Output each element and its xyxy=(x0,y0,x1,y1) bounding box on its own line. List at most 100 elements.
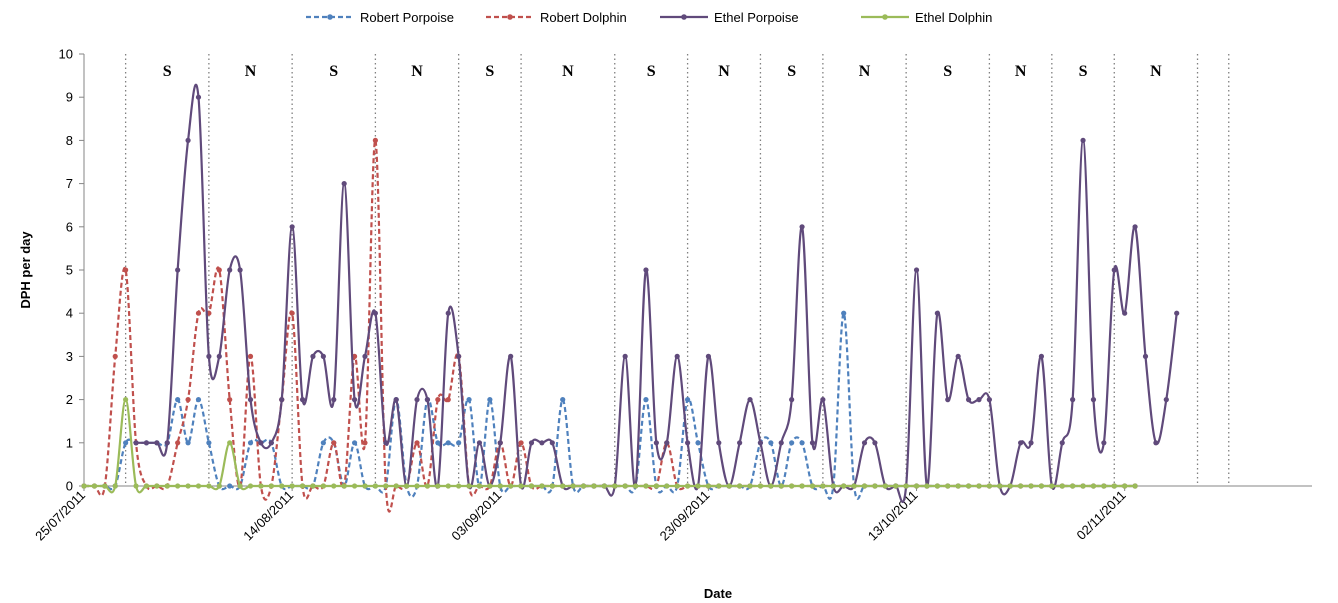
data-point-ethel-dolphin xyxy=(580,483,587,489)
data-point-ethel-dolphin xyxy=(227,440,233,446)
series-line-ethel-porpoise xyxy=(136,83,1178,504)
data-point-robert-dolphin xyxy=(185,397,191,403)
data-point-ethel-porpoise xyxy=(705,353,712,359)
data-point-ethel-dolphin xyxy=(893,483,899,489)
legend-marker-ethel-dolphin xyxy=(882,14,888,20)
data-point-ethel-dolphin xyxy=(872,483,878,489)
data-point-ethel-dolphin xyxy=(549,483,555,489)
data-point-ethel-dolphin xyxy=(913,483,920,489)
data-point-ethel-dolphin xyxy=(112,483,118,489)
data-point-ethel-dolphin xyxy=(310,483,316,489)
data-point-ethel-dolphin xyxy=(830,483,836,489)
series-line-robert-porpoise xyxy=(84,312,1136,500)
data-point-ethel-dolphin xyxy=(258,483,264,489)
data-point-ethel-dolphin xyxy=(695,483,701,489)
data-point-ethel-dolphin xyxy=(1038,483,1045,489)
period-label-n: N xyxy=(718,63,730,80)
data-point-ethel-dolphin xyxy=(81,483,87,489)
data-point-ethel-porpoise xyxy=(299,397,306,403)
data-point-ethel-porpoise xyxy=(1090,397,1097,403)
data-point-ethel-dolphin xyxy=(986,483,992,489)
data-point-ethel-dolphin xyxy=(372,483,378,489)
data-point-ethel-porpoise xyxy=(747,397,753,403)
data-point-ethel-porpoise xyxy=(195,94,202,100)
period-label-n: N xyxy=(1150,63,1162,80)
data-point-ethel-dolphin xyxy=(653,483,659,489)
data-point-ethel-dolphin xyxy=(476,483,483,489)
data-point-ethel-porpoise xyxy=(528,440,535,446)
y-tick-label: 10 xyxy=(59,47,73,62)
data-point-ethel-dolphin xyxy=(102,483,108,489)
data-point-ethel-dolphin xyxy=(518,483,524,489)
data-point-ethel-dolphin xyxy=(674,483,680,489)
data-point-ethel-porpoise xyxy=(664,440,670,446)
data-point-ethel-porpoise xyxy=(1163,397,1169,403)
period-label-n: N xyxy=(562,63,574,80)
period-label-n: N xyxy=(1015,63,1027,80)
data-point-robert-porpoise xyxy=(195,397,202,403)
data-point-ethel-dolphin xyxy=(424,483,431,489)
data-point-robert-dolphin xyxy=(445,397,451,403)
data-point-robert-dolphin xyxy=(518,440,524,446)
data-point-ethel-porpoise xyxy=(341,181,347,187)
data-point-ethel-porpoise xyxy=(1080,137,1086,143)
y-tick-label: 9 xyxy=(66,90,73,105)
data-point-robert-porpoise xyxy=(799,440,805,446)
data-point-robert-porpoise xyxy=(466,397,472,403)
x-tick-label: 02/11/2011 xyxy=(1074,488,1129,543)
data-point-ethel-porpoise xyxy=(237,267,243,273)
series-ethel-dolphin xyxy=(81,397,1138,494)
data-point-ethel-porpoise xyxy=(133,440,139,446)
data-point-ethel-porpoise xyxy=(289,224,295,230)
data-point-ethel-dolphin xyxy=(539,483,545,489)
data-point-ethel-dolphin xyxy=(445,483,451,489)
data-point-ethel-dolphin xyxy=(1028,483,1034,489)
data-point-ethel-dolphin xyxy=(351,483,358,489)
data-point-ethel-porpoise xyxy=(737,440,743,446)
y-tick-label: 0 xyxy=(66,479,73,494)
data-point-robert-porpoise xyxy=(684,397,691,403)
y-tick-label: 4 xyxy=(66,306,73,321)
data-point-ethel-dolphin xyxy=(882,483,888,489)
data-point-robert-porpoise xyxy=(247,440,254,446)
data-point-ethel-dolphin xyxy=(216,483,222,489)
data-point-ethel-dolphin xyxy=(320,483,326,489)
period-label-n: N xyxy=(411,63,423,80)
data-point-ethel-dolphin xyxy=(414,483,420,489)
data-point-robert-dolphin xyxy=(175,440,181,446)
data-point-ethel-dolphin xyxy=(820,483,826,489)
data-point-ethel-dolphin xyxy=(1090,483,1097,489)
data-point-robert-porpoise xyxy=(560,397,566,403)
data-point-robert-porpoise xyxy=(123,440,129,446)
data-point-ethel-dolphin xyxy=(622,483,628,489)
data-point-robert-dolphin xyxy=(247,353,254,359)
data-point-ethel-dolphin xyxy=(268,483,274,489)
data-point-ethel-dolphin xyxy=(279,483,285,489)
data-point-ethel-dolphin xyxy=(154,483,160,489)
data-point-ethel-porpoise xyxy=(185,137,191,143)
data-point-ethel-porpoise xyxy=(1028,440,1034,446)
data-point-ethel-dolphin xyxy=(976,483,982,489)
data-point-ethel-porpoise xyxy=(1132,224,1138,230)
data-point-robert-porpoise xyxy=(206,440,212,446)
data-point-ethel-dolphin xyxy=(528,483,535,489)
data-point-robert-dolphin xyxy=(195,310,202,316)
data-point-ethel-porpoise xyxy=(1070,397,1076,403)
x-tick-label: 23/09/2011 xyxy=(657,488,713,544)
data-point-robert-dolphin xyxy=(227,397,233,403)
data-point-ethel-dolphin xyxy=(903,483,909,489)
data-point-ethel-dolphin xyxy=(1049,483,1055,489)
period-label-s: S xyxy=(647,63,656,80)
legend-marker-robert-porpoise xyxy=(327,14,333,20)
data-point-robert-dolphin xyxy=(112,353,118,359)
y-tick-label: 8 xyxy=(66,133,73,148)
data-point-ethel-dolphin xyxy=(684,483,691,489)
data-point-ethel-dolphin xyxy=(487,483,493,489)
data-point-ethel-porpoise xyxy=(789,397,795,403)
period-label-s: S xyxy=(943,63,952,80)
data-point-robert-porpoise xyxy=(768,440,774,446)
data-point-ethel-porpoise xyxy=(549,440,555,446)
data-point-robert-dolphin xyxy=(435,397,441,403)
